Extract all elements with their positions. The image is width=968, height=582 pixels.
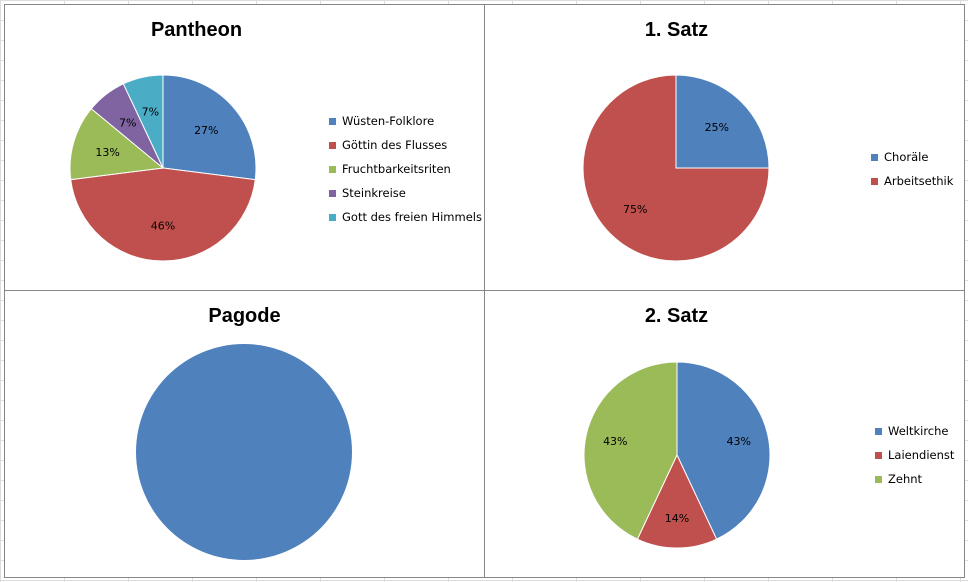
legend-swatch [875,475,882,483]
legend-item: Laiendienst [875,443,954,467]
legend-swatch [329,141,336,149]
legend-swatch [329,213,336,221]
pie-slice[interactable] [582,74,770,262]
slice-percent-label: 27% [194,124,218,137]
legend-swatch [329,117,336,125]
legend-label: Choräle [884,150,929,164]
legend-item: Arbeitsethik [871,169,953,193]
slice-percent-label: 7% [119,116,136,129]
legend-label: Fruchtbarkeitsriten [342,162,451,176]
pie-slice[interactable] [136,344,352,560]
slice-percent-label: 25% [705,121,729,134]
slice-percent-label: 43% [726,435,750,448]
chart-satz-2[interactable]: 2. Satz 43% 14% 43% Weltkirche Laiendienst Z… [484,290,965,578]
legend-label: Wüsten-Folklore [342,114,435,128]
legend-label: Göttin des Flusses [342,138,448,152]
pie-plot [136,344,352,560]
legend-label: Gott des freien Himmels [342,210,482,224]
slice-percent-label: 75% [623,203,647,216]
legend-swatch [875,451,882,459]
pie-slice[interactable] [676,361,771,540]
chart-title: Pagode [208,305,281,327]
chart-pantheon[interactable]: Pantheon 27% 46% 13% 7% 7% Wüsten-Folklore Gö… [4,4,485,291]
pie-slice[interactable] [70,167,256,262]
pie-slice[interactable] [583,361,678,540]
legend-item: Gott des freien Himmels [329,205,482,229]
pie-plot: 43% 14% 43% [583,361,771,549]
pie-slice[interactable] [675,74,770,169]
pie-plot: 25% 75% [582,74,770,262]
chart-title: 2. Satz [644,305,709,327]
legend-item: Wüsten-Folklore [329,109,482,133]
slice-percent-label: 14% [665,512,689,525]
chart-pagode[interactable]: Pagode [4,290,485,578]
legend-label: Arbeitsethik [884,174,954,188]
legend-item: Zehnt [875,467,954,491]
legend: Choräle Arbeitsethik [871,145,953,193]
pie-slice[interactable] [162,74,257,181]
legend-swatch [871,177,878,185]
legend-item: Göttin des Flusses [329,133,482,157]
slice-percent-label: 7% [142,106,159,119]
chart-title: Pantheon [150,19,243,41]
legend-item: Choräle [871,145,953,169]
slice-percent-label: 43% [603,435,627,448]
chart-title: 1. Satz [644,19,709,41]
legend-label: Steinkreise [342,186,406,200]
chart-satz-1[interactable]: 1. Satz 25% 75% Choräle Arbeitsethik [484,4,965,291]
pie-plot: 27% 46% 13% 7% 7% [69,74,257,262]
pie-slice[interactable] [69,108,165,181]
legend-swatch [329,189,336,197]
pie-slice[interactable] [122,74,164,169]
legend-label: Laiendienst [888,448,955,462]
legend-swatch [329,165,336,173]
legend-item: Steinkreise [329,181,482,205]
legend: Weltkirche Laiendienst Zehnt [875,419,954,491]
legend-swatch [875,427,882,435]
slice-percent-label: 46% [151,220,175,233]
legend-label: Weltkirche [888,424,949,438]
legend-item: Weltkirche [875,419,954,443]
slice-percent-label: 13% [95,146,119,159]
pie-slice[interactable] [636,453,718,549]
legend-swatch [871,153,878,161]
legend-item: Fruchtbarkeitsriten [329,157,482,181]
legend: Wüsten-Folklore Göttin des Flusses Fruchtb… [329,109,482,229]
legend-label: Zehnt [888,472,923,486]
